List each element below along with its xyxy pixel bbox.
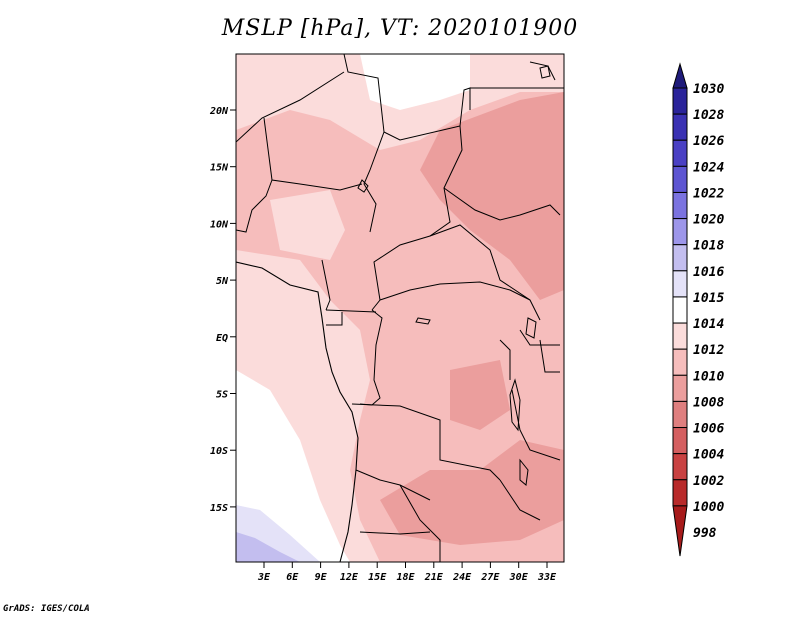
colorbar-segment [672, 479, 688, 507]
colorbar-segment [672, 270, 688, 298]
colorbar-label: 1015 [693, 291, 724, 306]
credit-text: GrADS: IGES/COLA [3, 604, 90, 614]
colorbar: 1030 1028 1026 1024 1022 1020 1018 1016 1015 1014… [672, 62, 724, 557]
lon-tick-label: 27E [480, 572, 500, 583]
colorbar-segment [672, 400, 688, 429]
colorbar-segment [672, 165, 688, 193]
lat-tick-label: 20N [209, 106, 229, 117]
lon-tick-label: 6E [286, 572, 299, 583]
colorbar-segment [672, 374, 688, 402]
pressure-zone-1008-south [380, 440, 564, 545]
colorbar-label: 1022 [693, 186, 724, 201]
colorbar-segment [672, 427, 688, 455]
colorbar-label: 1014 [693, 317, 724, 332]
colorbar-label: 1012 [693, 343, 724, 358]
colorbar-bottom-arrow [672, 505, 688, 557]
map-panel [236, 54, 564, 562]
colorbar-label: 1016 [693, 265, 724, 280]
lat-axis: 20N 15N 10N 5N EQ 5S 10S 15S [209, 106, 236, 514]
lon-tick-label: 18E [396, 572, 415, 583]
lat-tick-label: 10S [210, 446, 228, 457]
lon-tick-label: 12E [340, 572, 359, 583]
pressure-zone-1008-central [450, 360, 510, 430]
lon-tick-label: 9E [315, 572, 328, 583]
colorbar-label: 1026 [693, 134, 724, 149]
lat-tick-label: 15N [210, 163, 229, 174]
colorbar-label: 1000 [693, 500, 724, 515]
pressure-zone-1016-south [236, 532, 300, 562]
lon-tick-label: 33E [537, 572, 557, 583]
coastline [236, 261, 359, 562]
colorbar-segment [672, 244, 688, 272]
map-frame [235, 53, 565, 563]
colorbar-label: 1020 [693, 213, 724, 228]
pressure-zone-1008-east [420, 92, 564, 300]
colorbar-label: 1006 [693, 422, 724, 437]
colorbar-segment [672, 218, 688, 246]
lat-tick-label: 15S [210, 503, 228, 514]
colorbar-label: 1002 [693, 474, 724, 489]
colorbar-label: 1018 [693, 239, 724, 254]
colorbar-label: 998 [693, 526, 717, 541]
pressure-zone-1012-inland [270, 190, 345, 260]
colorbar-label: 1024 [693, 160, 724, 175]
colorbar-label: 1004 [693, 448, 724, 463]
colorbar-segment [672, 139, 688, 167]
colorbar-segment [672, 113, 688, 141]
colorbar-top-arrow [672, 62, 688, 89]
lat-tick-label: 5S [216, 390, 228, 401]
lon-tick-label: 21E [424, 572, 444, 583]
colorbar-label: 1008 [693, 395, 724, 410]
colorbar-segment [672, 296, 688, 324]
lat-tick-label: EQ [216, 333, 228, 344]
colorbar-label: 1028 [693, 108, 724, 123]
colorbar-segment [672, 191, 688, 220]
lat-tick-label: 5N [216, 276, 229, 287]
lakes [357, 65, 551, 486]
lon-axis: 3E 6E 9E 12E 15E 18E 21E 24E 27E 30E 33E [257, 562, 557, 583]
colorbar-label: 1010 [693, 369, 724, 384]
lon-tick-label: 15E [368, 572, 387, 583]
lon-tick-label: 3E [257, 572, 271, 583]
lat-tick-label: 10N [210, 219, 229, 230]
colorbar-label: 1030 [693, 82, 724, 97]
colorbar-segment [672, 348, 688, 376]
chart-title: MSLP [hPa], VT: 2020101900 [221, 16, 579, 41]
colorbar-segment [672, 87, 688, 115]
colorbar-segment [672, 453, 688, 481]
lon-tick-label: 24E [452, 572, 472, 583]
lon-tick-label: 30E [509, 572, 529, 583]
country-borders [236, 54, 564, 562]
colorbar-segment [672, 322, 688, 350]
pressure-zone-1014-north [360, 54, 470, 110]
